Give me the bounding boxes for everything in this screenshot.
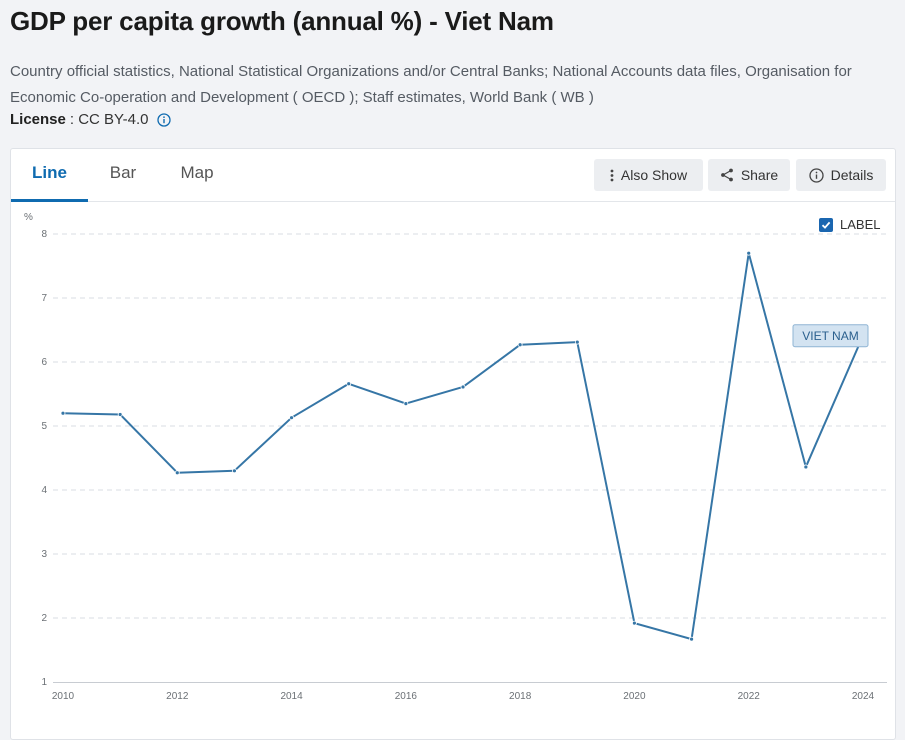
label-toggle-text: LABEL (840, 217, 881, 232)
y-axis-unit-label: % (24, 212, 33, 223)
data-point (632, 620, 637, 626)
chart-tabs: Line Bar Map Also Show Share Details (11, 149, 895, 202)
y-tick-label: 4 (41, 485, 47, 496)
source-line-1: Country official statistics, National St… (10, 63, 852, 80)
license: License : CC BY-4.0 (10, 111, 171, 128)
check-icon (821, 221, 831, 229)
source-text: Country official statistics, National St… (10, 59, 895, 111)
details-label: Details (830, 167, 874, 183)
x-tick-label: 2018 (509, 691, 532, 702)
y-tick-label: 3 (41, 549, 47, 560)
info-icon[interactable] (156, 112, 171, 127)
x-tick-label: 2010 (52, 691, 75, 702)
page-title: GDP per capita growth (annual %) - Viet … (10, 6, 554, 36)
license-label: License (10, 111, 66, 128)
label-toggle[interactable]: LABEL (819, 217, 880, 232)
data-point (746, 250, 752, 256)
chart-panel: Line Bar Map Also Show Share Details % 1 2… (10, 148, 896, 740)
share-button[interactable]: Share (708, 159, 790, 191)
x-tick-label: 2012 (166, 691, 189, 702)
also-show-button[interactable]: Also Show (594, 159, 703, 191)
series-label-box (792, 324, 869, 348)
data-point (232, 468, 237, 474)
data-point (574, 339, 580, 345)
y-tick-label: 1 (41, 677, 47, 688)
axis-layer: % 1 2 3 4 5 6 7 8 2010 2012 2014 2016 2018 2020 2022 202… (24, 212, 875, 702)
source-line-2: Economic Co-operation and Development ( … (10, 89, 594, 106)
x-tick-label: 2022 (738, 691, 761, 702)
data-point (403, 401, 409, 407)
info-circle-icon (808, 167, 824, 183)
share-label: Share (740, 167, 779, 183)
tab-bar[interactable]: Bar (109, 163, 137, 182)
x-tick-label: 2020 (623, 691, 646, 702)
data-point (174, 470, 180, 476)
y-tick-label: 6 (41, 357, 47, 368)
y-tick-label: 7 (41, 293, 47, 304)
data-point (460, 384, 466, 390)
data-point (117, 412, 123, 417)
tab-line[interactable]: Line (11, 149, 88, 202)
more-vertical-icon (610, 169, 614, 181)
label-checkbox[interactable] (819, 217, 833, 232)
license-value: : CC BY-4.0 (69, 111, 149, 128)
tab-map[interactable]: Map (180, 163, 214, 182)
series-layer (60, 250, 866, 642)
x-tick-label: 2014 (280, 691, 303, 702)
also-show-label: Also Show (620, 167, 688, 183)
line-chart: % 1 2 3 4 5 6 7 8 2010 2012 2014 2016 2018 2020 2022 202… (24, 212, 887, 702)
y-tick-label: 2 (41, 613, 47, 624)
grid-layer (53, 233, 887, 683)
series-line (62, 252, 864, 641)
series-label-text: VIET NAM (802, 329, 858, 343)
data-point (289, 415, 294, 421)
data-point (803, 464, 809, 470)
data-point (517, 342, 523, 348)
details-button[interactable]: Details (796, 159, 886, 191)
y-tick-label: 8 (41, 229, 47, 240)
x-tick-label: 2024 (852, 691, 875, 702)
data-point (346, 381, 352, 387)
data-point (60, 410, 66, 416)
share-icon (720, 168, 733, 182)
data-point (689, 636, 694, 642)
y-tick-label: 5 (41, 421, 47, 432)
series-label-layer: VIET NAM (792, 324, 869, 348)
x-tick-label: 2016 (395, 691, 418, 702)
